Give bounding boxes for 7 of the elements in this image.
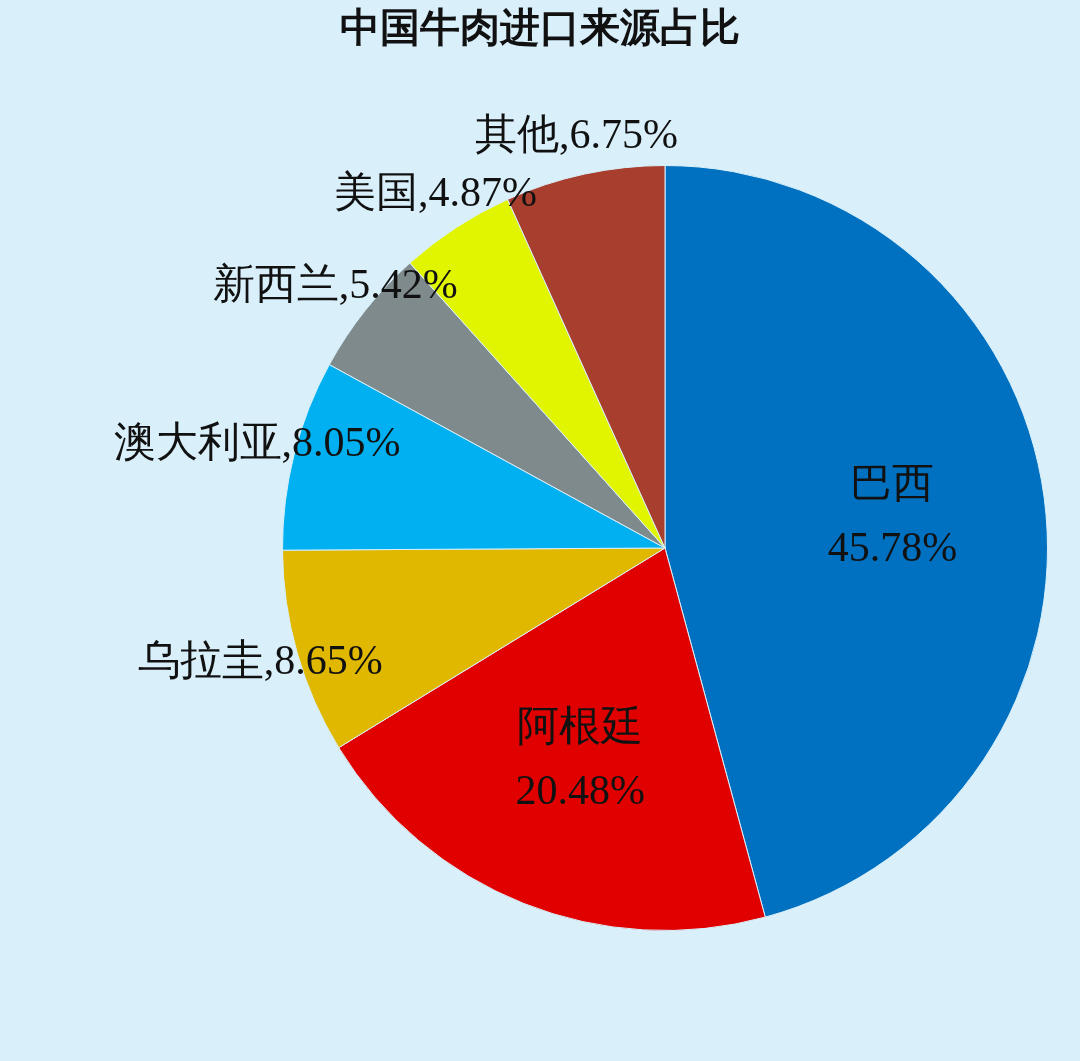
slice-label: 其他,6.75%: [474, 110, 678, 157]
slice-label: 巴西: [850, 459, 935, 506]
slice-label: 阿根廷: [517, 703, 644, 750]
slice-label: 美国,4.87%: [333, 169, 537, 216]
chart-title: 中国牛肉进口来源占比: [339, 3, 741, 52]
data-label: 45.78%: [827, 523, 958, 570]
data-label: 20.48%: [515, 767, 645, 814]
